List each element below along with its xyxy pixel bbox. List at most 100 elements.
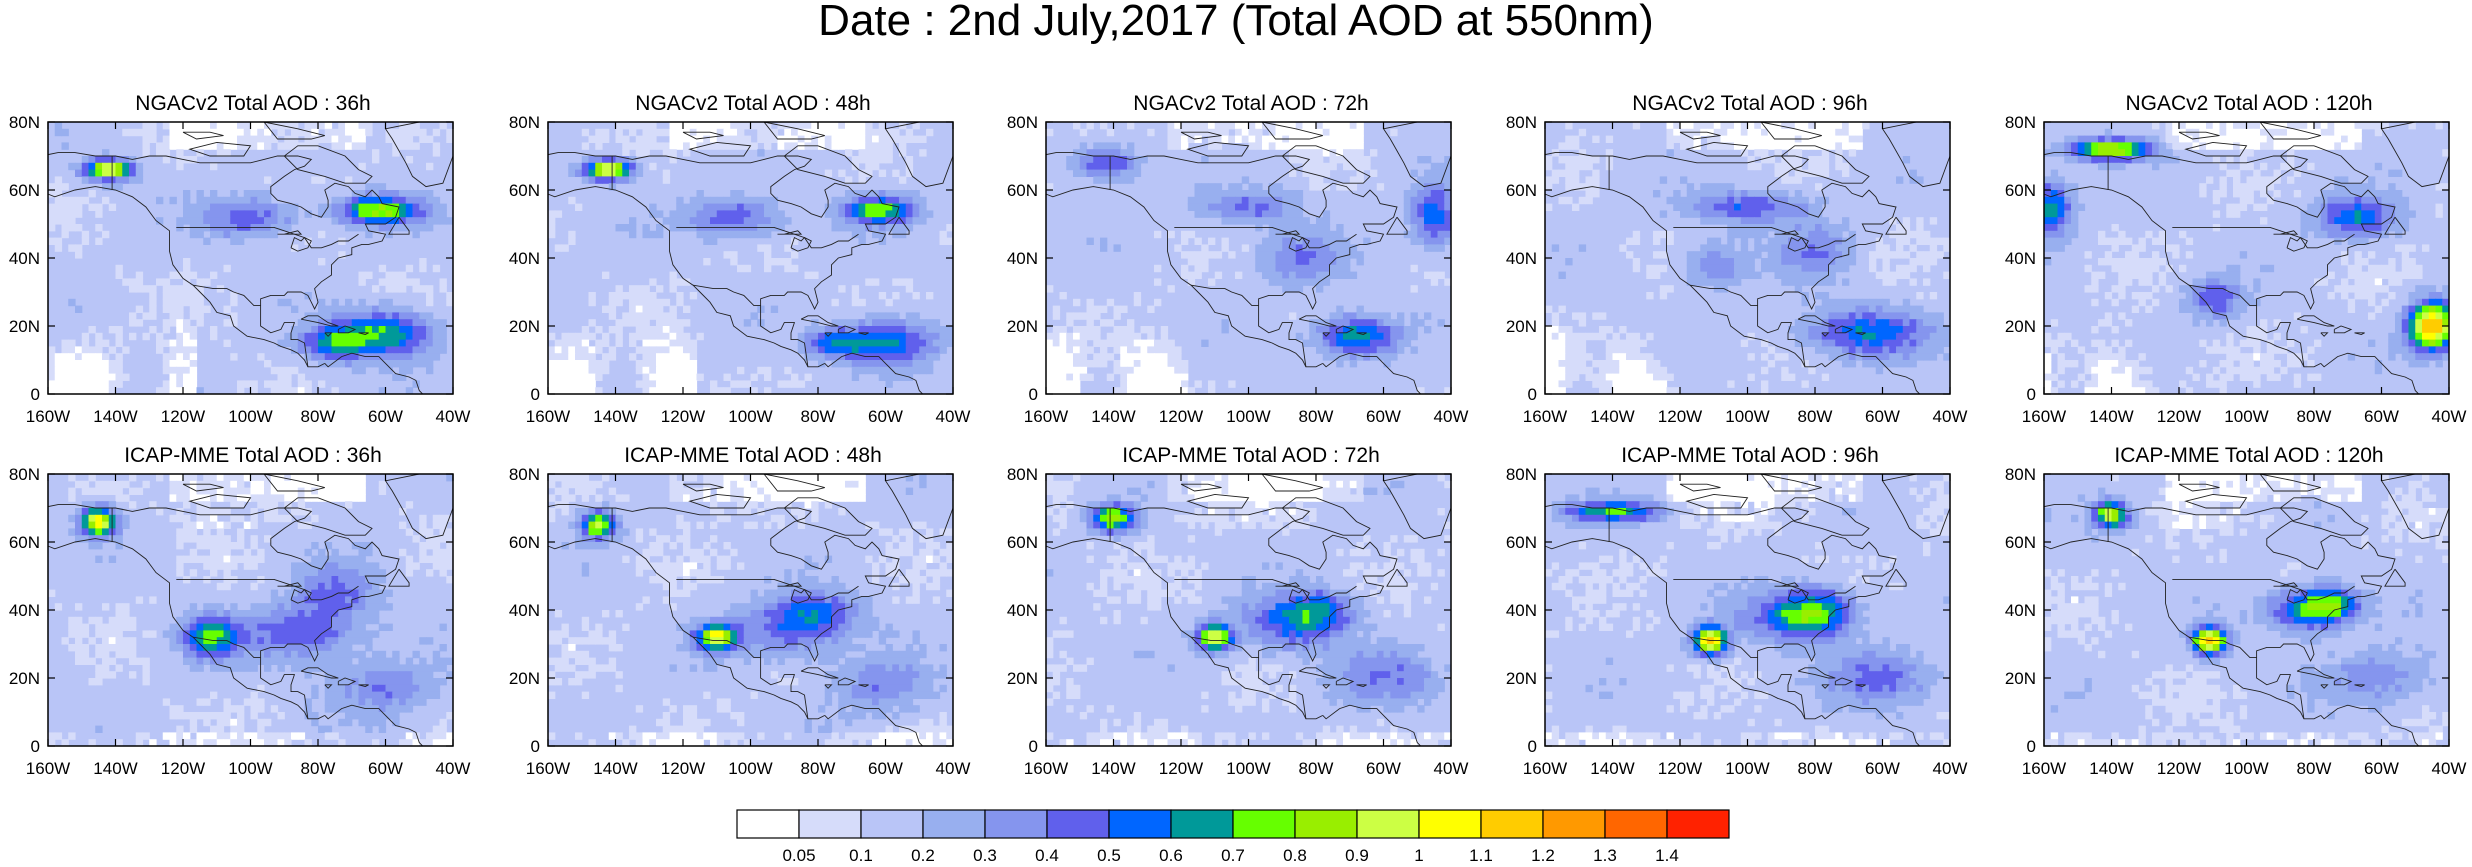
y-tick-label: 40N bbox=[2005, 249, 2036, 268]
y-tick-label: 60N bbox=[9, 181, 40, 200]
x-tick-label: 60W bbox=[868, 759, 903, 778]
x-tick-label: 60W bbox=[1366, 407, 1401, 426]
colorbar-label: 1.1 bbox=[1469, 846, 1493, 865]
x-tick-label: 40W bbox=[1434, 407, 1469, 426]
colorbar-swatch bbox=[1667, 810, 1729, 838]
colorbar-label: 0.7 bbox=[1221, 846, 1245, 865]
y-tick-label: 0 bbox=[1029, 737, 1038, 756]
x-tick-label: 140W bbox=[1091, 407, 1135, 426]
x-tick-label: 100W bbox=[2224, 407, 2268, 426]
x-tick-label: 80W bbox=[2297, 759, 2332, 778]
y-tick-label: 80N bbox=[2005, 465, 2036, 484]
x-tick-label: 60W bbox=[2364, 759, 2399, 778]
colorbar-swatch bbox=[1171, 810, 1233, 838]
y-tick-label: 80N bbox=[9, 113, 40, 132]
y-tick-label: 40N bbox=[509, 249, 540, 268]
colorbar-swatch bbox=[1543, 810, 1605, 838]
colorbar-label: 1.2 bbox=[1531, 846, 1555, 865]
x-tick-label: 160W bbox=[2022, 759, 2066, 778]
y-tick-label: 20N bbox=[1506, 317, 1537, 336]
y-tick-label: 40N bbox=[9, 601, 40, 620]
x-tick-label: 60W bbox=[368, 759, 403, 778]
x-tick-label: 40W bbox=[436, 759, 471, 778]
x-tick-label: 40W bbox=[436, 407, 471, 426]
x-tick-label: 140W bbox=[2089, 759, 2133, 778]
colorbar-label: 0.2 bbox=[911, 846, 935, 865]
colorbar-label: 0.1 bbox=[849, 846, 873, 865]
colorbar-label: 0.6 bbox=[1159, 846, 1183, 865]
x-tick-label: 80W bbox=[801, 407, 836, 426]
x-tick-label: 140W bbox=[1590, 759, 1634, 778]
colorbar-label: 0.9 bbox=[1345, 846, 1369, 865]
x-tick-label: 120W bbox=[161, 407, 205, 426]
x-tick-label: 160W bbox=[1024, 407, 1068, 426]
y-tick-label: 20N bbox=[509, 317, 540, 336]
x-tick-label: 140W bbox=[93, 407, 137, 426]
x-tick-label: 120W bbox=[2157, 407, 2201, 426]
y-tick-label: 80N bbox=[1007, 113, 1038, 132]
y-tick-label: 80N bbox=[509, 465, 540, 484]
y-tick-label: 60N bbox=[2005, 533, 2036, 552]
x-tick-label: 120W bbox=[661, 407, 705, 426]
colorbar-swatch bbox=[737, 810, 799, 838]
x-tick-label: 160W bbox=[1024, 759, 1068, 778]
colorbar-swatch bbox=[1295, 810, 1357, 838]
colorbar-swatch bbox=[1109, 810, 1171, 838]
x-tick-label: 140W bbox=[1091, 759, 1135, 778]
panel-title: NGACv2 Total AOD : 72h bbox=[1046, 92, 1456, 116]
x-tick-label: 60W bbox=[2364, 407, 2399, 426]
x-tick-label: 140W bbox=[2089, 407, 2133, 426]
colorbar-label: 1.3 bbox=[1593, 846, 1617, 865]
x-tick-label: 100W bbox=[1226, 759, 1270, 778]
x-tick-label: 120W bbox=[2157, 759, 2201, 778]
x-tick-label: 140W bbox=[1590, 407, 1634, 426]
x-tick-label: 60W bbox=[1366, 759, 1401, 778]
y-tick-label: 20N bbox=[1506, 669, 1537, 688]
colorbar-label: 0.4 bbox=[1035, 846, 1059, 865]
y-tick-label: 40N bbox=[1007, 601, 1038, 620]
x-tick-label: 40W bbox=[1434, 759, 1469, 778]
panel-title: NGACv2 Total AOD : 120h bbox=[2044, 92, 2454, 116]
y-tick-label: 0 bbox=[1029, 385, 1038, 404]
y-tick-label: 20N bbox=[2005, 669, 2036, 688]
x-tick-label: 140W bbox=[593, 759, 637, 778]
y-tick-label: 60N bbox=[1007, 533, 1038, 552]
y-tick-label: 40N bbox=[1506, 249, 1537, 268]
colorbar-swatch bbox=[1357, 810, 1419, 838]
x-tick-label: 60W bbox=[1865, 759, 1900, 778]
x-tick-label: 160W bbox=[26, 407, 70, 426]
x-tick-label: 60W bbox=[868, 407, 903, 426]
panel-title: ICAP-MME Total AOD : 72h bbox=[1046, 444, 1456, 468]
x-tick-label: 100W bbox=[228, 759, 272, 778]
colorbar-swatch bbox=[1233, 810, 1295, 838]
x-tick-label: 100W bbox=[1725, 407, 1769, 426]
y-tick-label: 60N bbox=[509, 533, 540, 552]
y-tick-label: 40N bbox=[9, 249, 40, 268]
y-tick-label: 0 bbox=[2027, 737, 2036, 756]
x-tick-label: 100W bbox=[728, 407, 772, 426]
x-tick-label: 40W bbox=[2432, 759, 2467, 778]
x-tick-label: 100W bbox=[228, 407, 272, 426]
y-tick-label: 80N bbox=[9, 465, 40, 484]
x-tick-label: 160W bbox=[526, 759, 570, 778]
x-tick-label: 140W bbox=[593, 407, 637, 426]
y-tick-label: 20N bbox=[2005, 317, 2036, 336]
y-tick-label: 80N bbox=[1506, 465, 1537, 484]
x-tick-label: 100W bbox=[1226, 407, 1270, 426]
panel-title: NGACv2 Total AOD : 48h bbox=[548, 92, 958, 116]
x-tick-label: 100W bbox=[2224, 759, 2268, 778]
colorbar-swatch bbox=[1605, 810, 1667, 838]
y-tick-label: 20N bbox=[1007, 669, 1038, 688]
